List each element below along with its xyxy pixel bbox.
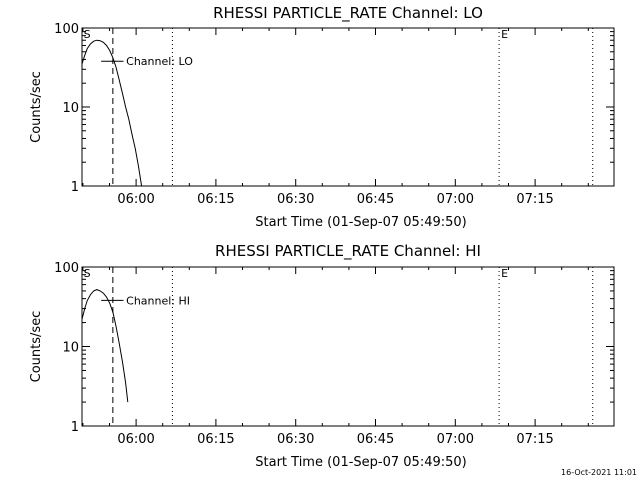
footer-timestamp: 16-Oct-2021 11:01 <box>561 468 637 477</box>
panel-1-y-tick-label: 100 <box>54 22 79 37</box>
panel-1-x-tick-label: 06:30 <box>277 192 314 207</box>
panel-1-x-axis-label: Start Time (01-Sep-07 05:49:50) <box>255 215 466 230</box>
panel-2-x-tick-label: 07:00 <box>437 432 474 447</box>
panel-1-legend-label: Channel: LO <box>126 55 193 68</box>
panel-2-x-tick-label: 06:30 <box>277 432 314 447</box>
panel-2-title: RHESSI PARTICLE_RATE Channel: HI <box>215 242 481 261</box>
panel-1-x-tick-label: 07:15 <box>516 192 553 207</box>
panel-2-x-tick-label: 06:00 <box>117 432 154 447</box>
panel-2-x-axis-label: Start Time (01-Sep-07 05:49:50) <box>255 455 466 470</box>
panel-2-start-marker-label: S <box>84 267 91 280</box>
panel-1-x-tick-label: 07:00 <box>437 192 474 207</box>
panel-1-end-marker-label: E <box>501 28 508 41</box>
panel-2-x-tick-label: 07:15 <box>516 432 553 447</box>
panel-1-title: RHESSI PARTICLE_RATE Channel: LO <box>213 4 483 23</box>
panel-1-x-tick-label: 06:00 <box>117 192 154 207</box>
panel-2-y-axis-label: Counts/sec <box>29 311 44 383</box>
chart-panel-1: RHESSI PARTICLE_RATE Channel: LO 06:00 06:… <box>29 4 615 230</box>
panel-1-y-tick-label: 10 <box>62 101 79 116</box>
panel-1-y-axis-label: Counts/sec <box>29 71 44 143</box>
panel-1-x-tick-label: 06:45 <box>357 192 394 207</box>
panel-2-x-tick-label: 06:15 <box>197 432 234 447</box>
panel-1-x-tick-label: 06:15 <box>197 192 234 207</box>
panel-1-start-marker-label: S <box>84 28 91 41</box>
panel-2-legend-label: Channel: HI <box>126 294 190 307</box>
panel-2-y-tick-label: 100 <box>54 261 79 276</box>
panel-2-y-tick-label: 1 <box>71 420 79 435</box>
panel-2-y-tick-label: 10 <box>62 341 79 356</box>
panel-2-x-tick-label: 06:45 <box>357 432 394 447</box>
panel-2-end-marker-label: E <box>501 267 508 280</box>
chart-panel-2: RHESSI PARTICLE_RATE Channel: HI 06:00 06:… <box>29 242 615 470</box>
panel-1-y-tick-label: 1 <box>71 180 79 195</box>
panel-1-count-rate-line <box>81 39 143 187</box>
panel-2-count-rate-line <box>81 289 129 403</box>
